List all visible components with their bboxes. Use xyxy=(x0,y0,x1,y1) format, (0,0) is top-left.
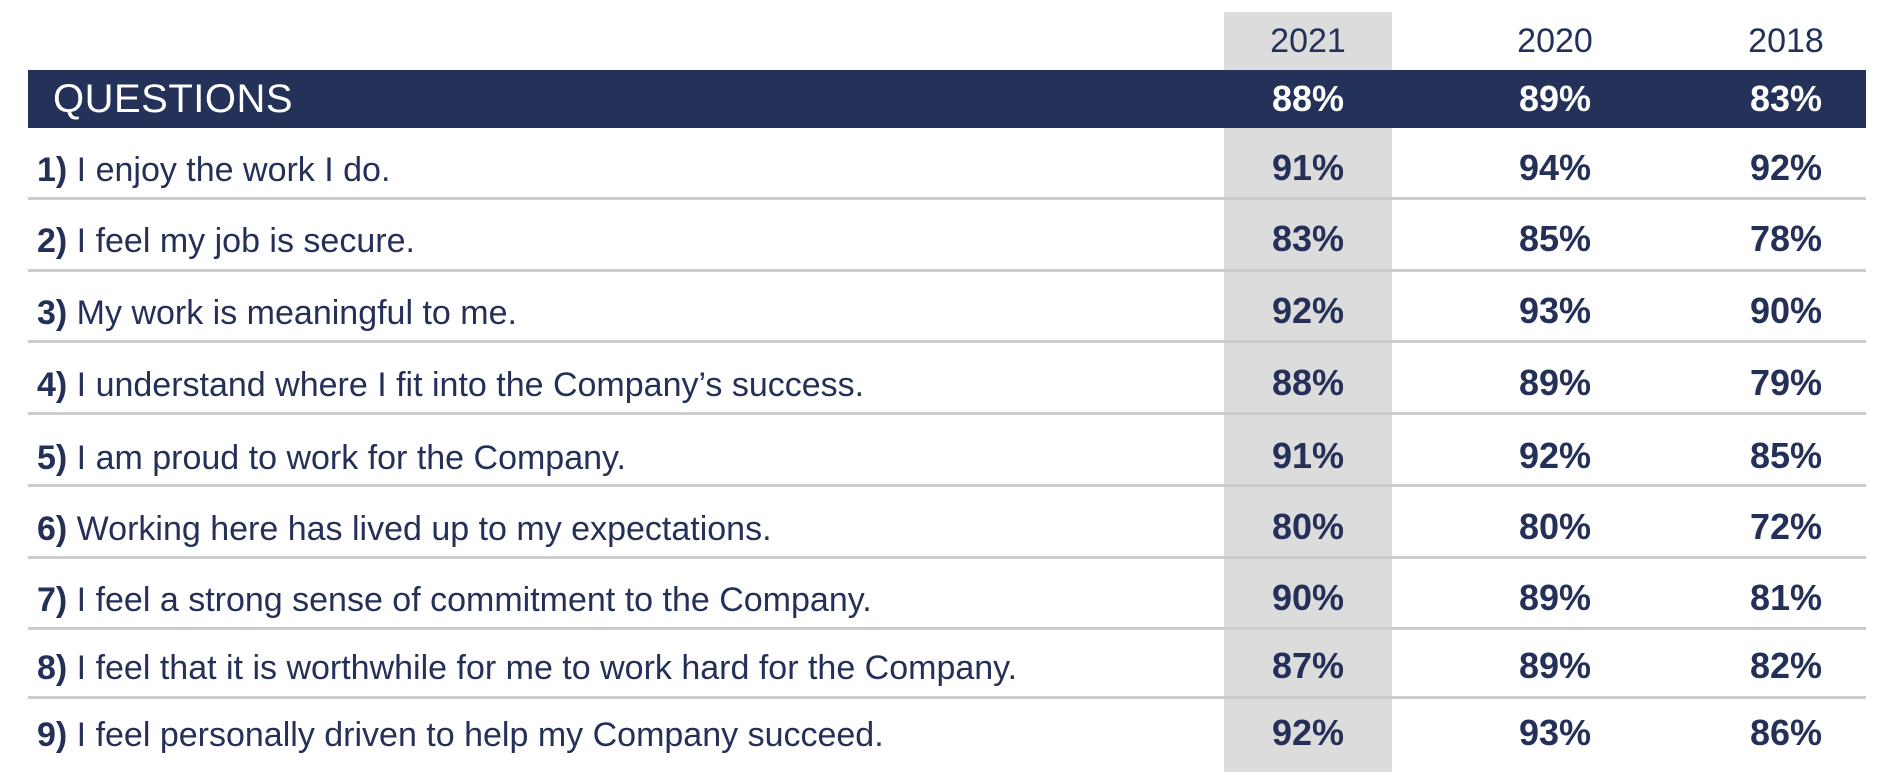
value-cell-2018: 81% xyxy=(1749,577,1823,618)
question-label: 6) Working here has lived up to my expec… xyxy=(37,507,772,551)
value-cell-2018: 85% xyxy=(1749,435,1823,476)
question-text: I understand where I fit into the Compan… xyxy=(67,366,865,404)
question-number: 2) xyxy=(37,222,68,260)
question-text: I feel that it is worthwhile for me to w… xyxy=(67,649,1018,687)
question-label: 2) I feel my job is secure. xyxy=(37,219,415,263)
value-cell-2018: 72% xyxy=(1749,506,1823,547)
value-cell-2018: 79% xyxy=(1749,362,1823,403)
value-cell-2020: 89% xyxy=(1518,577,1592,618)
value-cell-2020: 93% xyxy=(1518,712,1592,753)
overall-value-2018: 83% xyxy=(1749,78,1823,119)
value-cell-2021: 92% xyxy=(1271,712,1345,753)
value-cell-2021: 88% xyxy=(1271,362,1345,403)
question-label: 5) I am proud to work for the Company. xyxy=(37,436,626,480)
value-cell-2020: 80% xyxy=(1518,506,1592,547)
year-header-2021: 2021 xyxy=(1270,22,1346,60)
value-cell-2018: 78% xyxy=(1749,218,1823,259)
question-label: 1) I enjoy the work I do. xyxy=(37,148,390,192)
row-divider xyxy=(28,484,1866,487)
question-text: I feel a strong sense of commitment to t… xyxy=(67,581,872,619)
row-divider xyxy=(28,197,1866,200)
value-cell-2021: 87% xyxy=(1271,645,1345,686)
question-number: 8) xyxy=(37,649,68,687)
highlight-column-2021 xyxy=(1224,12,1392,772)
question-text: My work is meaningful to me. xyxy=(67,294,517,332)
question-number: 1) xyxy=(37,151,68,189)
question-label: 3) My work is meaningful to me. xyxy=(37,291,517,335)
question-number: 6) xyxy=(37,510,68,548)
question-label: 4) I understand where I fit into the Com… xyxy=(37,363,864,407)
question-label: 9) I feel personally driven to help my C… xyxy=(37,713,884,757)
value-cell-2020: 85% xyxy=(1518,218,1592,259)
value-cell-2018: 82% xyxy=(1749,645,1823,686)
question-text: I feel personally driven to help my Comp… xyxy=(67,716,884,754)
question-number: 4) xyxy=(37,366,68,404)
value-cell-2021: 83% xyxy=(1271,218,1345,259)
questions-heading: QUESTIONS xyxy=(53,77,294,121)
question-number: 7) xyxy=(37,581,68,619)
value-cell-2020: 94% xyxy=(1518,147,1592,188)
value-cell-2020: 92% xyxy=(1518,435,1592,476)
row-divider xyxy=(28,627,1866,630)
value-cell-2020: 93% xyxy=(1518,290,1592,331)
question-text: I enjoy the work I do. xyxy=(67,151,391,189)
header-bar xyxy=(28,70,1866,128)
question-label: 7) I feel a strong sense of commitment t… xyxy=(37,578,872,622)
question-text: I am proud to work for the Company. xyxy=(67,439,626,477)
question-text: I feel my job is secure. xyxy=(67,222,415,260)
overall-value-2020: 89% xyxy=(1518,78,1592,119)
question-number: 3) xyxy=(37,294,68,332)
year-header-2020: 2020 xyxy=(1517,22,1593,60)
row-divider xyxy=(28,340,1866,343)
value-cell-2018: 92% xyxy=(1749,147,1823,188)
question-number: 9) xyxy=(37,716,68,754)
question-number: 5) xyxy=(37,439,68,477)
row-divider xyxy=(28,696,1866,699)
overall-value-2021: 88% xyxy=(1271,78,1345,119)
year-header-2018: 2018 xyxy=(1748,22,1824,60)
question-text: Working here has lived up to my expectat… xyxy=(67,510,772,548)
value-cell-2021: 91% xyxy=(1271,147,1345,188)
value-cell-2018: 90% xyxy=(1749,290,1823,331)
value-cell-2021: 92% xyxy=(1271,290,1345,331)
question-label: 8) I feel that it is worthwhile for me t… xyxy=(37,646,1017,690)
value-cell-2021: 91% xyxy=(1271,435,1345,476)
value-cell-2020: 89% xyxy=(1518,645,1592,686)
row-divider xyxy=(28,412,1866,415)
row-divider xyxy=(28,269,1866,272)
value-cell-2020: 89% xyxy=(1518,362,1592,403)
row-divider xyxy=(28,556,1866,559)
value-cell-2018: 86% xyxy=(1749,712,1823,753)
value-cell-2021: 90% xyxy=(1271,577,1345,618)
value-cell-2021: 80% xyxy=(1271,506,1345,547)
